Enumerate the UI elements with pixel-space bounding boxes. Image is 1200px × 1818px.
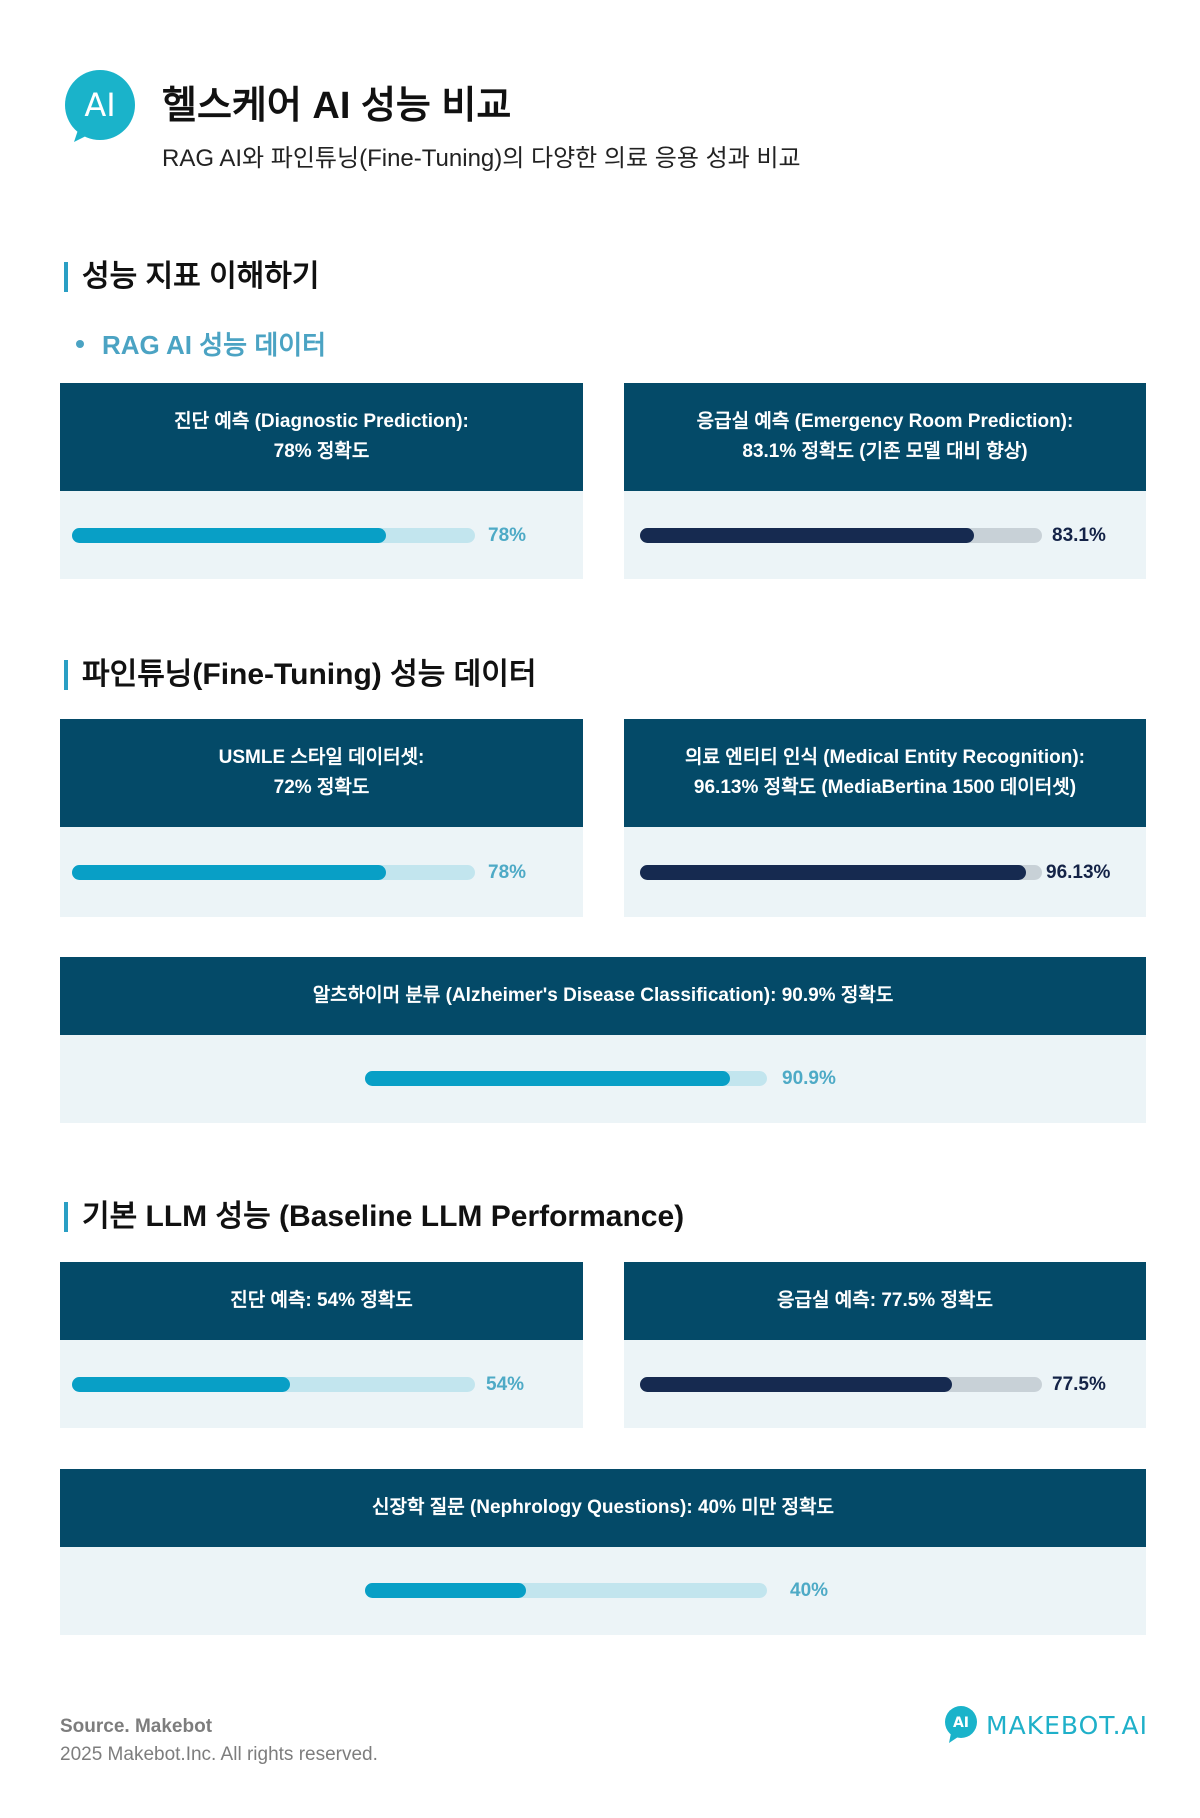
bar-track bbox=[365, 1071, 767, 1086]
card-title-line: 진단 예측: 54% 정확도 bbox=[230, 1290, 413, 1311]
chart-card-er-baseline: 응급실 예측: 77.5% 정확도 77.5% bbox=[624, 1262, 1146, 1428]
chart-card-er-rag: 응급실 예측 (Emergency Room Prediction): 83.1… bbox=[624, 383, 1146, 579]
card-header: 응급실 예측 (Emergency Room Prediction): 83.1… bbox=[624, 383, 1146, 491]
card-header: 신장학 질문 (Nephrology Questions): 40% 미만 정확… bbox=[60, 1469, 1146, 1547]
card-title-line: 신장학 질문 (Nephrology Questions): 40% 미만 정확… bbox=[372, 1497, 834, 1518]
card-title-line: 78% 정확도 bbox=[273, 441, 370, 462]
bar-fill bbox=[72, 528, 387, 543]
bar-track bbox=[640, 865, 1042, 880]
chart-card-alzheimers: 알츠하이머 분류 (Alzheimer's Disease Classifica… bbox=[60, 957, 1146, 1123]
footer-copyright: 2025 Makebot.Inc. All rights reserved. bbox=[60, 1744, 378, 1765]
bar-value-label: 96.13% bbox=[1046, 862, 1111, 883]
chart-card-usmle: USMLE 스타일 데이터셋: 72% 정확도 78% bbox=[60, 719, 583, 917]
card-title-line: 의료 엔티티 인식 (Medical Entity Recognition): bbox=[685, 747, 1085, 768]
brand-name: MAKEBOT.AI bbox=[986, 1710, 1148, 1740]
chart-card-ner: 의료 엔티티 인식 (Medical Entity Recognition): … bbox=[624, 719, 1146, 917]
card-title-line: 진단 예측 (Diagnostic Prediction): bbox=[174, 411, 469, 432]
bar-fill bbox=[72, 1377, 290, 1392]
bar-track bbox=[72, 865, 475, 880]
card-title-line: 응급실 예측: 77.5% 정확도 bbox=[777, 1290, 993, 1311]
bar-value-label: 78% bbox=[488, 862, 527, 883]
ai-logo-text: AI bbox=[84, 86, 115, 124]
card-header: USMLE 스타일 데이터셋: 72% 정확도 bbox=[60, 719, 583, 827]
rag-subheading: RAG AI 성능 데이터 bbox=[76, 325, 326, 362]
footer-source: Source. Makebot bbox=[60, 1716, 213, 1737]
card-title-line: USMLE 스타일 데이터셋: bbox=[218, 747, 425, 768]
card-header: 의료 엔티티 인식 (Medical Entity Recognition): … bbox=[624, 719, 1146, 827]
bar-fill bbox=[72, 865, 387, 880]
brand-icon-text: AI bbox=[953, 1715, 969, 1731]
section-heading-understanding: 성능 지표 이해하기 bbox=[64, 262, 319, 292]
card-header: 진단 예측 (Diagnostic Prediction): 78% 정확도 bbox=[60, 383, 583, 491]
bar-track bbox=[72, 528, 475, 543]
rag-subheading-label: RAG AI 성능 데이터 bbox=[102, 330, 327, 360]
brand-ai-icon: AI bbox=[945, 1706, 978, 1743]
page-title: 헬스케어 AI 성능 비교 bbox=[162, 85, 512, 127]
bar-value-label: 54% bbox=[486, 1374, 525, 1395]
chart-card-diagnostic-baseline: 진단 예측: 54% 정확도 54% bbox=[60, 1262, 583, 1428]
card-header: 응급실 예측: 77.5% 정확도 bbox=[624, 1262, 1146, 1340]
chart-card-nephrology: 신장학 질문 (Nephrology Questions): 40% 미만 정확… bbox=[60, 1469, 1146, 1635]
page-subtitle: RAG AI와 파인튜닝(Fine-Tuning)의 다양한 의료 응용 성과 … bbox=[162, 145, 801, 172]
bar-value-label: 78% bbox=[488, 525, 527, 546]
card-title-line: 83.1% 정확도 (기존 모델 대비 향상) bbox=[742, 441, 1028, 462]
card-title-line: 96.13% 정확도 (MediaBertina 1500 데이터셋) bbox=[693, 777, 1077, 798]
section-heading-finetuning: 파인튜닝(Fine-Tuning) 성능 데이터 bbox=[64, 660, 536, 690]
bar-track bbox=[365, 1583, 767, 1598]
card-title-line: 알츠하이머 분류 (Alzheimer's Disease Classifica… bbox=[312, 985, 894, 1006]
bar-fill bbox=[640, 865, 1027, 880]
bar-fill bbox=[640, 1377, 952, 1392]
ai-logo-icon: AI bbox=[65, 70, 135, 142]
bar-track bbox=[640, 1377, 1042, 1392]
brand-logo[interactable]: AI MAKEBOT.AI bbox=[944, 1706, 1148, 1744]
chart-card-diagnostic-rag: 진단 예측 (Diagnostic Prediction): 78% 정확도 7… bbox=[60, 383, 583, 579]
bar-value-label: 83.1% bbox=[1052, 525, 1106, 546]
bar-fill bbox=[640, 528, 975, 543]
bullet-dot-icon bbox=[76, 340, 84, 349]
card-header: 알츠하이머 분류 (Alzheimer's Disease Classifica… bbox=[60, 957, 1146, 1035]
section-heading-baseline: 기본 LLM 성능 (Baseline LLM Performance) bbox=[64, 1202, 684, 1232]
card-title-line: 응급실 예측 (Emergency Room Prediction): bbox=[696, 411, 1074, 432]
bar-value-label: 40% bbox=[790, 1580, 829, 1601]
card-title-line: 72% 정확도 bbox=[273, 777, 370, 798]
bar-track bbox=[72, 1377, 475, 1392]
card-header: 진단 예측: 54% 정확도 bbox=[60, 1262, 583, 1340]
bar-value-label: 90.9% bbox=[782, 1068, 836, 1089]
bar-value-label: 77.5% bbox=[1052, 1374, 1106, 1395]
bar-track bbox=[640, 528, 1042, 543]
bar-fill bbox=[365, 1583, 526, 1598]
bar-fill bbox=[365, 1071, 731, 1086]
